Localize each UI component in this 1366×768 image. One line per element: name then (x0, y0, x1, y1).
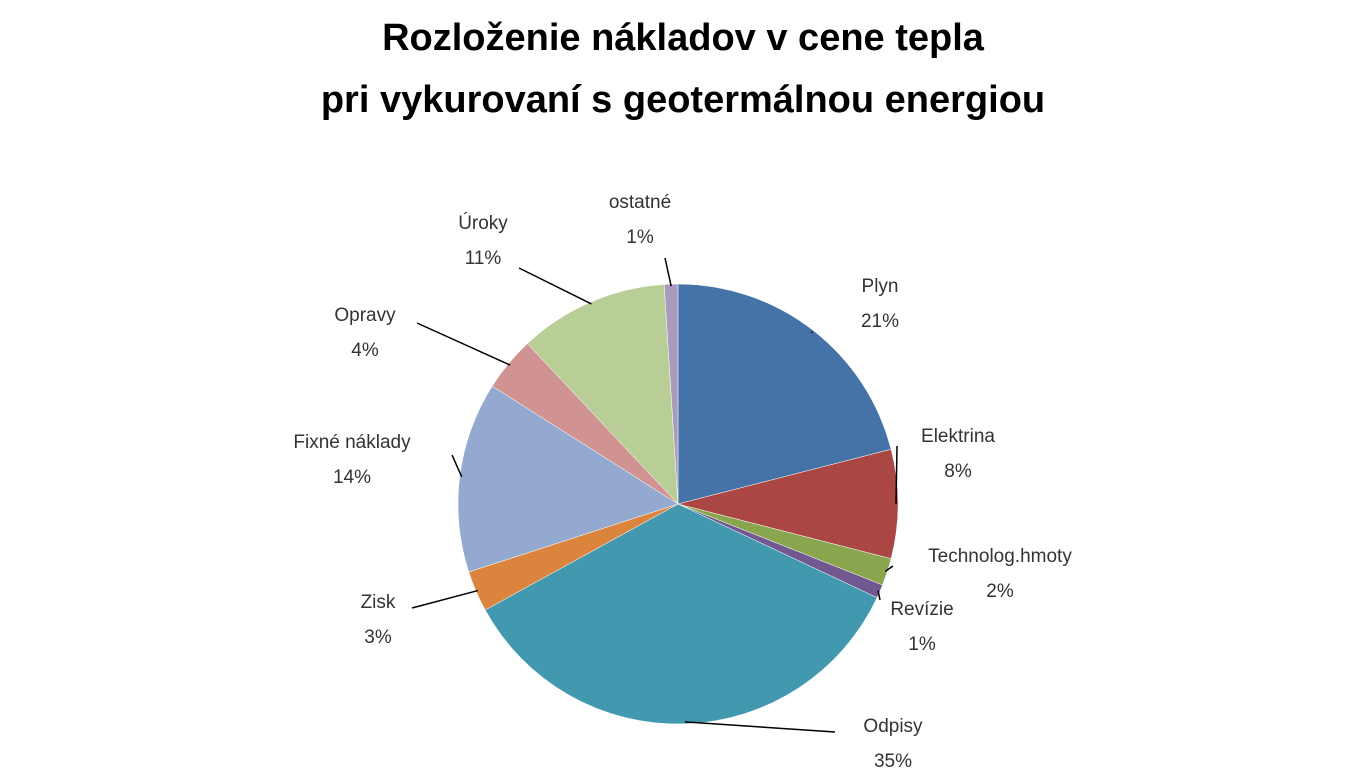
leader-line (411, 589, 479, 609)
slice-label: Zisk (361, 592, 396, 613)
leader-line (877, 590, 881, 601)
pie-slice (484, 503, 878, 725)
slice-value-label: 3% (364, 627, 392, 648)
pie-slice (677, 283, 892, 505)
slice-value-label: 11% (465, 248, 502, 269)
pie-slice (527, 284, 679, 505)
slice-value-label: 1% (908, 634, 936, 655)
slice-label: Technolog.hmoty (928, 546, 1072, 567)
leader-line (684, 721, 836, 733)
leader-line (664, 257, 672, 287)
pie-slice (457, 385, 679, 573)
leader-line (884, 565, 894, 572)
slice-label: Revízie (890, 599, 953, 620)
pie-slice (677, 448, 899, 560)
slice-label: Opravy (334, 305, 396, 326)
slice-label: ostatné (609, 192, 671, 213)
slice-label: Elektrina (921, 426, 995, 447)
leader-line (416, 322, 511, 366)
leader-line (518, 267, 592, 305)
slice-value-label: 4% (351, 340, 379, 361)
slice-label: Odpisy (863, 716, 923, 737)
slice-value-label: 2% (986, 581, 1014, 602)
leader-line (895, 445, 898, 505)
slice-value-label: 1% (626, 227, 654, 248)
slice-label: Úroky (458, 212, 508, 234)
slice-value-label: 14% (333, 467, 371, 488)
slice-value-label: 21% (861, 311, 899, 332)
slice-value-label: 35% (874, 751, 912, 768)
slice-label: Fixné náklady (293, 432, 411, 453)
chart-title: pri vykurovaní s geotermálnou energiou (321, 79, 1045, 121)
slice-label: Plyn (862, 276, 899, 297)
leader-line (451, 454, 463, 477)
slice-value-label: 8% (944, 461, 972, 482)
chart-title: Rozloženie nákladov v cene tepla (382, 17, 985, 59)
